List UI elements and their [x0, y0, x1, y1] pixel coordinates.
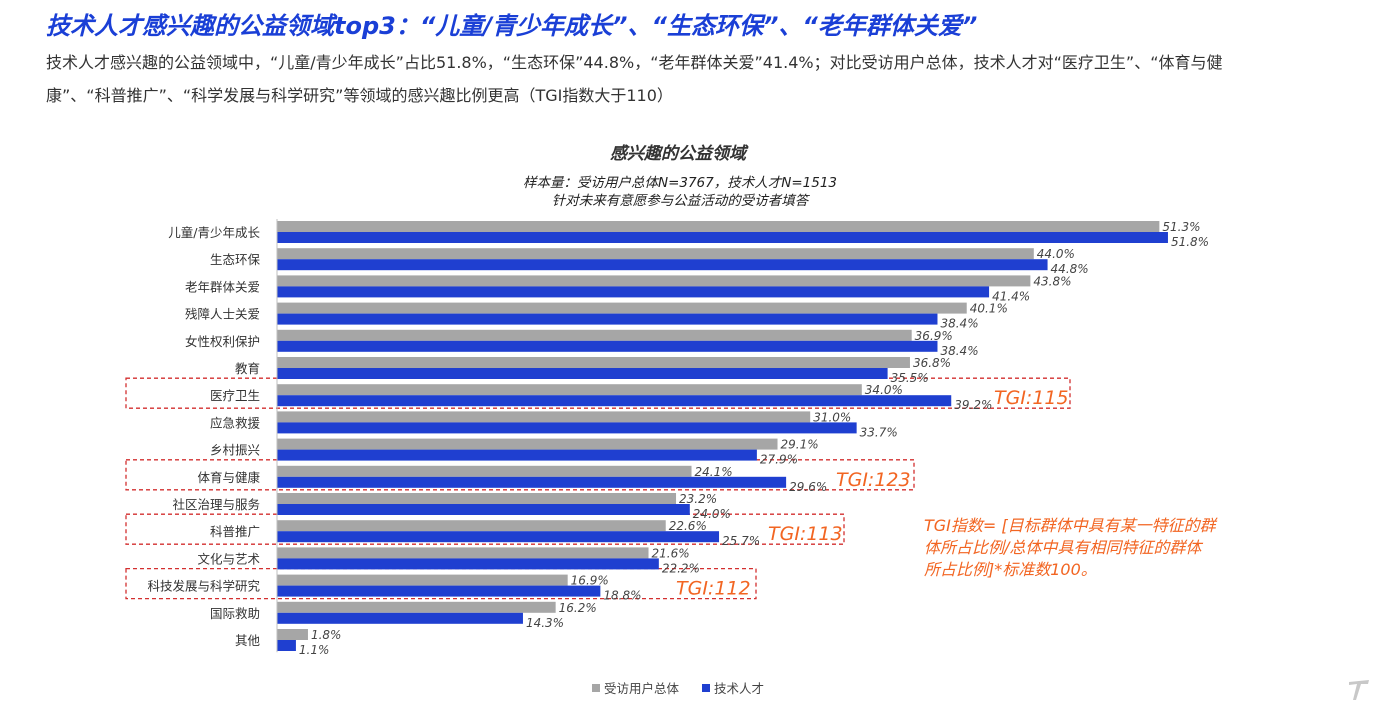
tgi-label: TGI:115 — [994, 387, 1069, 409]
bar-overall — [277, 221, 1160, 232]
bar-value-label: 38.4% — [940, 344, 978, 358]
category-label: 老年群体关爱 — [185, 279, 260, 294]
bar-value-label: 39.2% — [954, 398, 992, 412]
tgi-label: TGI:113 — [768, 523, 843, 545]
category-label: 生态环保 — [210, 252, 261, 267]
bar-value-label: 51.8% — [1171, 235, 1209, 249]
bar-value-label: 29.6% — [789, 480, 827, 494]
bar-tech — [277, 232, 1168, 243]
bar-value-label: 44.0% — [1037, 247, 1075, 261]
bar-overall — [277, 275, 1031, 287]
bar-value-label: 27.9% — [760, 453, 798, 467]
bar-value-label: 29.1% — [781, 438, 819, 452]
category-label: 应急救援 — [210, 415, 261, 430]
bar-overall — [277, 520, 666, 532]
bar-tech — [277, 395, 952, 407]
bar-overall — [277, 574, 568, 586]
legend-label: 受访用户总体 — [604, 681, 680, 696]
tgi-label: TGI:123 — [836, 469, 911, 491]
bar-value-label: 36.8% — [913, 356, 951, 370]
bar-value-label: 31.0% — [813, 410, 851, 424]
category-label: 国际救助 — [210, 606, 260, 621]
category-label: 体育与健康 — [197, 470, 260, 485]
bar-value-label: 21.6% — [652, 546, 690, 560]
bar-value-label: 22.6% — [669, 519, 707, 533]
bar-value-label: 16.2% — [559, 601, 597, 615]
bar-value-label: 40.1% — [970, 302, 1008, 316]
bar-value-label: 23.2% — [679, 492, 717, 506]
bar-tech — [277, 504, 690, 515]
category-label: 其他 — [235, 633, 261, 648]
category-label: 乡村振兴 — [210, 443, 260, 458]
page-headline: 技术人才感兴趣的公益领域top3：“儿童/青少年成长”、“生态环保”、“老年群体… — [46, 12, 978, 40]
bar-overall — [277, 248, 1034, 260]
bar-overall — [277, 601, 556, 613]
bar-overall — [277, 438, 778, 450]
bar-overall — [277, 357, 910, 368]
legend-swatch — [592, 684, 600, 692]
bar-value-label: 41.4% — [992, 289, 1030, 303]
category-label: 儿童/青少年成长 — [168, 225, 260, 240]
bar-overall — [277, 465, 692, 477]
bar-tech — [277, 313, 938, 325]
bar-tech — [277, 286, 990, 298]
bar-tech — [277, 531, 720, 543]
bar-overall — [277, 329, 912, 341]
chart-subtitle: 针对未来有意愿参与公益活动的受访者填答 — [552, 193, 811, 209]
bar-value-label: 24.1% — [695, 465, 733, 479]
bar-value-label: 18.8% — [603, 589, 641, 603]
t-logo-icon — [1349, 680, 1369, 700]
bar-value-label: 44.8% — [1051, 262, 1089, 276]
bar-value-label: 35.5% — [891, 371, 929, 385]
category-label: 科普推广 — [210, 524, 260, 539]
bar-value-label: 38.4% — [940, 317, 978, 331]
bar-value-label: 24.0% — [693, 507, 731, 521]
chart-title: 感兴趣的公益领域 — [610, 144, 749, 164]
bar-value-label: 33.7% — [860, 425, 898, 439]
tgi-note: TGI指数= [目标群体中具有某一特征的群 — [924, 516, 1219, 535]
bar-tech — [277, 612, 523, 624]
bar-tech — [277, 340, 938, 352]
chart-subtitle: 样本量：受访用户总体N=3767，技术人才N=1513 — [523, 175, 837, 191]
bar-value-label: 43.8% — [1033, 274, 1071, 288]
bar-tech — [277, 476, 787, 488]
category-label: 医疗卫生 — [210, 388, 260, 403]
bar-tech — [277, 449, 757, 461]
bar-tech — [277, 368, 888, 379]
category-label: 社区治理与服务 — [172, 497, 260, 512]
bar-tech — [277, 558, 659, 570]
bar-tech — [277, 585, 601, 597]
bar-value-label: 14.3% — [526, 616, 564, 630]
bar-value-label: 51.3% — [1162, 220, 1200, 234]
tgi-note: 所占比例]*标准数100。 — [924, 560, 1097, 579]
tgi-note: 体所占比例/总体中具有相同特征的群体 — [924, 538, 1203, 557]
bar-value-label: 22.2% — [662, 561, 700, 575]
bar-value-label: 16.9% — [571, 574, 609, 588]
bar-overall — [277, 629, 308, 640]
bar-overall — [277, 411, 811, 423]
category-label: 科技发展与科学研究 — [147, 579, 260, 594]
bar-value-label: 1.8% — [311, 628, 342, 642]
bar-tech — [277, 640, 296, 651]
bar-tech — [277, 422, 857, 434]
bar-overall — [277, 493, 677, 504]
bar-overall — [277, 547, 649, 559]
bar-value-label: 1.1% — [299, 643, 330, 657]
summary-text: 技术人才感兴趣的公益领域中，“儿童/青少年成长”占比51.8%，“生态环保”44… — [46, 53, 1223, 105]
bar-value-label: 25.7% — [722, 534, 760, 548]
bar-overall — [277, 302, 967, 314]
legend-label: 技术人才 — [714, 681, 764, 696]
bar-value-label: 34.0% — [865, 383, 903, 397]
legend-swatch — [702, 684, 710, 692]
bar-value-label: 36.9% — [915, 329, 953, 343]
bar-tech — [277, 259, 1048, 271]
category-label: 残障人士关爱 — [185, 307, 260, 322]
category-label: 女性权利保护 — [185, 334, 260, 349]
bar-overall — [277, 384, 862, 396]
tgi-label: TGI:112 — [676, 578, 751, 600]
category-label: 文化与艺术 — [197, 551, 260, 566]
category-label: 教育 — [235, 361, 260, 376]
